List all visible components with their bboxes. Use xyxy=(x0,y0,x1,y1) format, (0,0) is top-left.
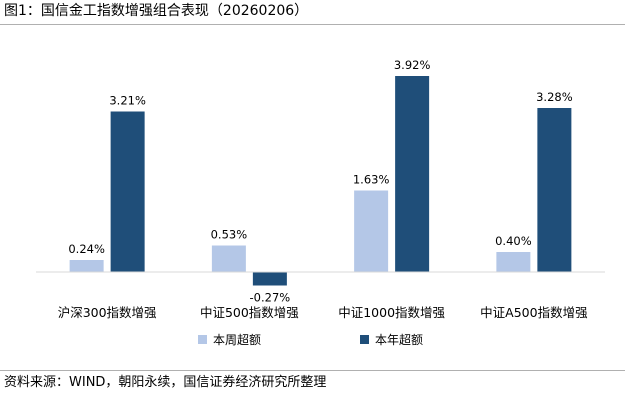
data-label-yearly-1: -0.27% xyxy=(250,291,291,305)
data-label-weekly-0: 0.24% xyxy=(68,242,105,256)
category-label-1: 中证500指数增强 xyxy=(200,305,299,320)
data-label-yearly-0: 3.21% xyxy=(109,94,146,108)
bar-weekly-2 xyxy=(354,190,389,272)
category-label-0: 沪深300指数增强 xyxy=(58,305,157,320)
data-label-weekly-3: 0.40% xyxy=(495,234,532,248)
source-note: 资料来源：WIND，朝阳永续，国信证券经济研究所整理 xyxy=(4,375,327,390)
legend-swatch-weekly xyxy=(198,335,207,344)
data-label-yearly-2: 3.92% xyxy=(394,58,431,72)
legend: 本周超额 本年超额 xyxy=(198,332,423,347)
bar-weekly-1 xyxy=(211,245,246,272)
data-label-yearly-3: 3.28% xyxy=(536,90,573,104)
bar-chart: 0.24% 3.21% 0.53% -0.27% 1.63% 3.92% 0.40% 3.28… xyxy=(36,58,605,347)
data-label-weekly-1: 0.53% xyxy=(211,228,248,242)
bar-yearly-0 xyxy=(110,111,145,272)
legend-swatch-yearly xyxy=(360,335,369,344)
legend-label-weekly: 本周超额 xyxy=(213,332,261,347)
bar-weekly-0 xyxy=(69,260,104,272)
bar-yearly-3 xyxy=(537,108,572,272)
bar-yearly-2 xyxy=(395,76,430,272)
figure-title: 图1：国信金工指数增强组合表现（20260206） xyxy=(4,3,309,19)
bar-yearly-1 xyxy=(252,272,287,286)
data-labels: 0.24% 3.21% 0.53% -0.27% 1.63% 3.92% 0.40% 3.28… xyxy=(68,58,572,305)
data-label-weekly-2: 1.63% xyxy=(353,173,390,187)
category-label-3: 中证A500指数增强 xyxy=(480,305,588,320)
bar-group xyxy=(69,76,572,286)
legend-label-yearly: 本年超额 xyxy=(375,332,423,347)
category-labels: 沪深300指数增强 中证500指数增强 中证1000指数增强 中证A500指数增强 xyxy=(58,305,588,320)
category-label-2: 中证1000指数增强 xyxy=(338,305,445,320)
top-rule xyxy=(0,24,625,25)
bottom-rule xyxy=(0,370,625,371)
bar-weekly-3 xyxy=(496,252,531,272)
